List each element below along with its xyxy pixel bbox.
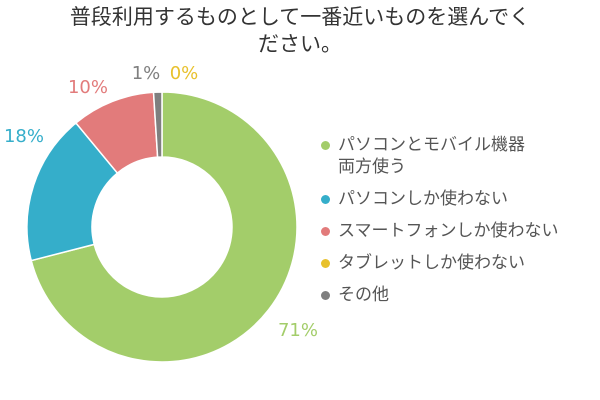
legend-item-both: パソコンとモバイル機器 両方使う [318,134,598,178]
data-label-0: 71% [278,320,318,341]
legend-swatch-both [321,141,330,150]
legend-label-both: パソコンとモバイル機器 両方使う [338,135,525,177]
chart-title-line-2: ださい。 [258,32,342,56]
legend-label-smartphone-only: スマートフォンしか使わない [338,221,559,241]
data-label-2: 10% [68,77,108,98]
legend-label-other: その他 [338,285,389,305]
legend-label-tablet-only: タブレットしか使わない [338,253,525,273]
data-label-1: 18% [4,126,44,147]
legend-swatch-other [321,291,330,300]
data-label-3: 0% [170,63,199,84]
legend-item-tablet-only: タブレットしか使わない [318,252,598,274]
donut-slice-4 [152,91,163,158]
legend-item-other: その他 [318,284,598,306]
chart-legend: パソコンとモバイル機器 両方使う パソコンしか使わない スマートフォンしか使わな… [318,134,598,316]
legend-item-smartphone-only: スマートフォンしか使わない [318,220,598,242]
legend-label-pc-only: パソコンしか使わない [338,189,508,209]
legend-item-pc-only: パソコンしか使わない [318,188,598,210]
legend-swatch-pc-only [321,195,330,204]
chart-title-line-1: 普段利用するものとして一番近いものを選んでく [69,5,531,29]
chart-title: 普段利用するものとして一番近いものを選んでく ださい。 [0,4,600,58]
donut-slice-0 [30,91,298,363]
data-label-4: 1% [132,63,161,84]
legend-swatch-tablet-only [321,259,330,268]
legend-swatch-smartphone-only [321,227,330,236]
